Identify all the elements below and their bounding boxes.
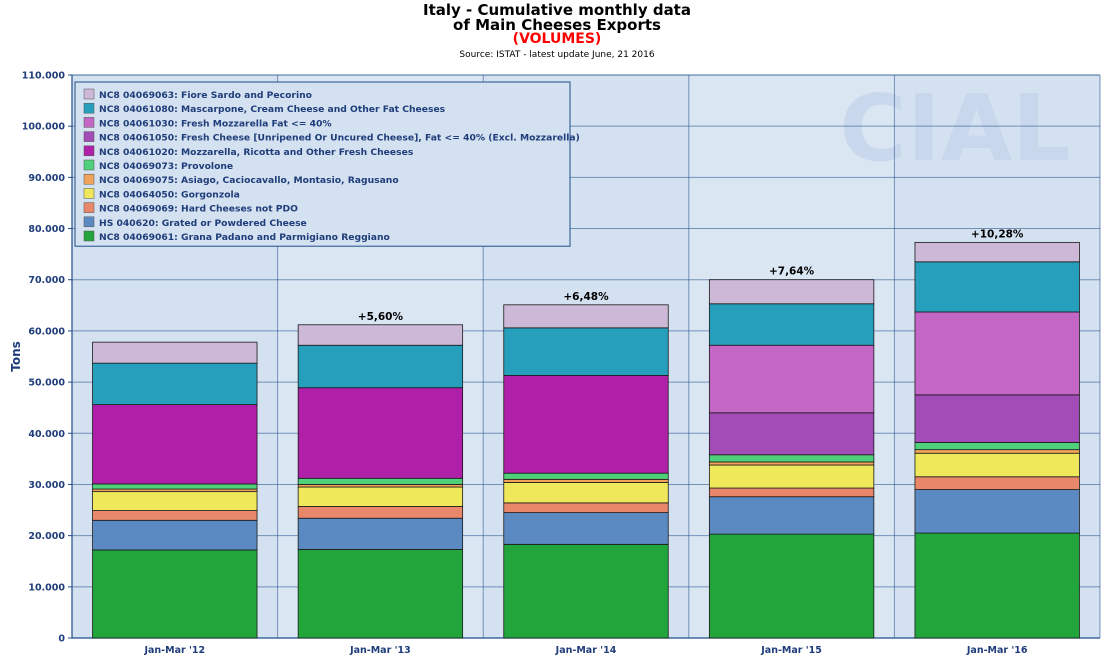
legend-label: HS 040620: Grated or Powdered Cheese (99, 218, 307, 229)
xtick-label: Jan-Mar '13 (349, 645, 411, 656)
xtick-label: Jan-Mar '16 (966, 645, 1028, 656)
legend-box (74, 81, 571, 247)
bar-segment (708, 454, 875, 463)
xtick-label: Jan-Mar '15 (760, 645, 822, 656)
y-axis-title: Tons (9, 341, 23, 372)
bar-segment (503, 327, 669, 376)
legend-swatch (83, 188, 95, 199)
growth-label: +5,60% (358, 311, 404, 323)
legend-label: NC8 04061030: Fresh Mozzarella Fat <= 40… (99, 118, 332, 129)
ytick-label: 90.000 (28, 173, 65, 184)
bar-segment (708, 533, 875, 639)
growth-label: +10,28% (971, 228, 1024, 240)
legend-label: NC8 04064050: Gorgonzola (99, 189, 240, 200)
bar-segment (297, 324, 464, 346)
svg-text:CIAL: CIAL (839, 75, 1071, 182)
chart-title-volumes: (VOLUMES) (512, 31, 602, 47)
xtick-label: Jan-Mar '14 (555, 645, 617, 656)
ytick-label: 80.000 (28, 224, 65, 235)
legend-swatch (83, 102, 95, 114)
growth-label: +7,64% (769, 266, 815, 278)
bar-segment (914, 489, 1080, 534)
legend-label: NC8 04069075: Asiago, Caciocavallo, Mont… (99, 175, 399, 186)
bar-segment (708, 412, 875, 456)
ytick-label: 40.000 (28, 429, 65, 440)
legend-swatch (83, 159, 95, 171)
bar-segment (914, 261, 1080, 313)
bar-segment (297, 517, 464, 550)
bar-segment (708, 496, 875, 535)
chart-title-line1: Italy - Cumulative monthly data (423, 1, 691, 19)
bar-segment (503, 472, 669, 480)
ytick-label: 50.000 (28, 378, 65, 389)
cial-watermark-logo: CIAL (839, 75, 1071, 182)
bar-segment (503, 502, 669, 514)
bar-segment (708, 464, 875, 489)
bar-segment (708, 279, 875, 305)
chart-source: Source: ISTAT - latest update June, 21 2… (459, 50, 655, 60)
bar-segment (92, 483, 258, 490)
bar-segment (92, 341, 258, 364)
bar-segment (297, 486, 464, 507)
bar-segment (92, 362, 258, 406)
ytick-label: 60.000 (28, 326, 65, 337)
bar-segment (92, 549, 258, 639)
bar-segment (914, 241, 1080, 263)
legend-label: NC8 04061050: Fresh Cheese [Unripened Or… (99, 133, 580, 144)
bar-segment (914, 476, 1080, 490)
bar-segment (503, 478, 669, 483)
bar-segment (503, 512, 669, 545)
legend-label: NC8 04069063: Fiore Sardo and Pecorino (99, 90, 312, 101)
legend-label: NC8 04069061: Grana Padano and Parmigian… (99, 232, 390, 243)
bar-segment (297, 549, 464, 639)
bar-segment (92, 404, 258, 485)
bar-segment (503, 304, 669, 329)
legend-label: NC8 04069069: Hard Cheeses not PDO (99, 204, 298, 215)
bar-segment (92, 491, 258, 511)
ytick-label: 20.000 (28, 531, 65, 542)
bar-segment (914, 394, 1080, 443)
ytick-label: 110.000 (22, 71, 66, 82)
bar-segment (914, 532, 1080, 639)
growth-label: +6,48% (563, 291, 609, 303)
ytick-label: 10.000 (28, 582, 65, 593)
bar-segment (503, 543, 669, 639)
bar-segment (708, 461, 875, 466)
bar-segment (708, 344, 875, 414)
legend-label: NC8 04061020: Mozzarella, Ricotta and Ot… (99, 147, 414, 158)
ytick-label: 0 (58, 634, 65, 645)
bar-segment (708, 487, 875, 498)
bar-segment (92, 519, 258, 551)
bar-segment (297, 506, 464, 519)
bar-segment (914, 442, 1080, 451)
bar-segment (914, 452, 1080, 478)
legend-swatch (83, 230, 95, 242)
legend-swatch (83, 131, 95, 142)
bar-segment (297, 387, 464, 479)
ytick-label: 100.000 (22, 122, 66, 133)
legend-swatch (83, 145, 95, 157)
legend-swatch (83, 216, 95, 228)
bar-segment (914, 449, 1080, 454)
ytick-label: 70.000 (28, 275, 65, 286)
bar-segment (297, 477, 464, 485)
legend-swatch (83, 202, 95, 213)
bar-segment (297, 344, 464, 389)
xtick-label: Jan-Mar '12 (143, 645, 205, 656)
bar-segment (92, 510, 258, 521)
legend-swatch (83, 88, 95, 100)
bar-segment (503, 375, 669, 474)
legend-swatch (83, 173, 95, 185)
legend-swatch (83, 117, 95, 128)
bar-segment (914, 311, 1080, 396)
chart-title-line2: of Main Cheeses Exports (453, 16, 661, 34)
legend-label: NC8 04069073: Provolone (99, 161, 233, 172)
bar-segment (708, 303, 875, 346)
legend-label: NC8 04061080: Mascarpone, Cream Cheese a… (99, 104, 446, 115)
bar-segment (503, 482, 669, 504)
ytick-label: 30.000 (28, 480, 65, 491)
